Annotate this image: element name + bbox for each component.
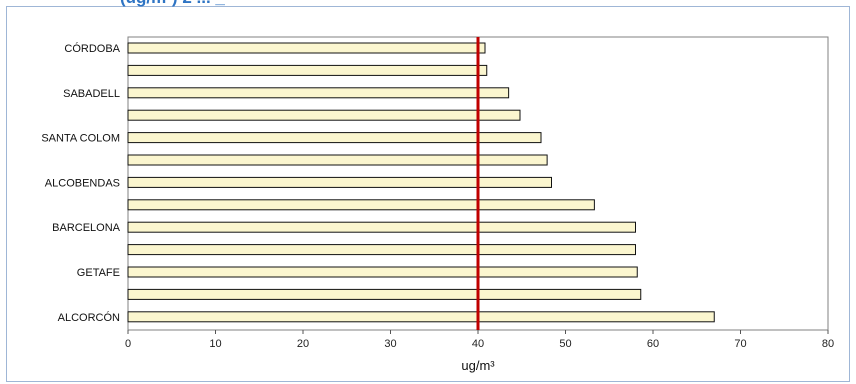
x-tick-label-0: 0 [125,338,131,350]
header-title: (ūg/m³) 2 ... _ [120,0,225,8]
x-tick-label-2: 20 [297,338,309,350]
x-tick-label-5: 50 [559,338,571,350]
x-tick-label-4: 40 [472,338,484,350]
bar-5 [127,154,548,166]
bar-9 [127,244,636,256]
x-tick-label-7: 70 [734,338,746,350]
bar-0 [127,42,486,54]
bar-7 [127,199,595,211]
x-axis-title: ug/m³ [461,358,495,373]
bar-2 [127,87,510,99]
bar-3 [127,109,521,121]
bar-4 [127,132,542,144]
x-tick-label-6: 60 [647,338,659,350]
bar-11 [127,288,642,300]
x-tick-label-8: 80 [822,338,834,350]
x-tick-label-3: 30 [384,338,396,350]
bar-6 [127,176,552,188]
bar-12 [127,311,715,323]
category-label-6: ALCOBENDAS [45,177,120,189]
category-label-8: BARCELONA [52,222,121,234]
category-label-2: SABADELL [63,88,120,100]
bar-1 [127,64,488,76]
category-label-10: GETAFE [77,267,120,279]
category-label-12: ALCORCÓN [58,311,120,324]
x-tick-label-1: 10 [209,338,221,350]
bar-10 [127,266,638,278]
bar-8 [127,221,636,233]
category-label-4: SANTA COLOM [41,133,120,145]
category-label-0: CÓRDOBA [64,42,120,55]
